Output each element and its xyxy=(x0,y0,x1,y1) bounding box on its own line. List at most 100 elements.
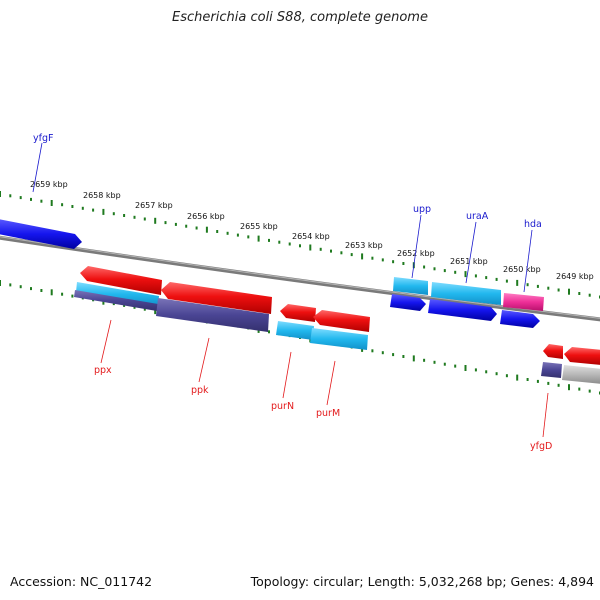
minor-tick xyxy=(433,267,436,271)
feature-ppx-misc[interactable] xyxy=(74,290,158,311)
minor-tick xyxy=(268,238,270,242)
minor-tick xyxy=(143,217,146,221)
gene-label-purN[interactable]: purN xyxy=(271,401,294,412)
major-tick xyxy=(464,271,467,278)
forward-strand-features xyxy=(0,219,544,328)
minor-tick xyxy=(474,368,477,372)
feature-purM-cds[interactable] xyxy=(310,328,368,350)
major-tick xyxy=(464,365,467,371)
major-tick xyxy=(205,226,208,233)
feature-ppk-misc[interactable] xyxy=(156,298,269,332)
major-tick xyxy=(0,191,1,197)
feature-ppk-gene[interactable] xyxy=(161,282,272,314)
gene-label-ppk[interactable]: ppk xyxy=(191,385,209,396)
minor-tick xyxy=(226,231,229,235)
minor-tick xyxy=(381,258,384,262)
minor-tick xyxy=(30,197,32,201)
minor-tick xyxy=(485,276,488,280)
minor-tick xyxy=(495,277,498,281)
major-tick xyxy=(309,244,312,251)
minor-tick xyxy=(123,214,126,217)
gene-label-upp[interactable]: upp xyxy=(413,204,431,215)
gene-feature-yfgF[interactable] xyxy=(0,219,82,249)
minor-tick xyxy=(288,242,291,246)
feature-hda-gene[interactable] xyxy=(500,310,540,328)
minor-tick xyxy=(371,349,374,353)
feature-uraA-cds[interactable] xyxy=(431,282,501,305)
feature-ppx-gene[interactable] xyxy=(80,266,162,295)
minor-tick xyxy=(30,287,32,291)
gene-label-purM[interactable]: purM xyxy=(316,408,340,419)
feature-yfgD-misc[interactable] xyxy=(541,362,562,378)
minor-tick xyxy=(474,274,477,278)
minor-tick xyxy=(236,233,239,237)
minor-tick xyxy=(278,240,281,244)
feature-grey-region[interactable] xyxy=(562,365,600,384)
minor-tick xyxy=(350,253,353,257)
minor-tick xyxy=(9,283,12,287)
major-tick xyxy=(50,200,53,206)
scale-label: 2650 kbp xyxy=(503,265,541,274)
feature-ppx-cds[interactable] xyxy=(76,282,159,306)
genome-backbone xyxy=(0,235,600,322)
major-tick xyxy=(0,280,1,286)
gene-label-yfgD[interactable]: yfgD xyxy=(530,441,552,452)
scale-ticks-upper xyxy=(0,191,600,299)
major-tick xyxy=(568,288,570,295)
gene-label-yfgF[interactable]: yfgF xyxy=(33,133,53,144)
minor-tick xyxy=(174,222,177,226)
major-tick xyxy=(412,355,415,362)
feature-uraA-gene[interactable] xyxy=(428,299,497,321)
feature-purM-gene[interactable] xyxy=(313,310,370,332)
minor-tick xyxy=(526,378,529,381)
feature-yfgD-gene[interactable] xyxy=(543,344,563,359)
gene-label-uraA[interactable]: uraA xyxy=(466,211,489,222)
minor-tick xyxy=(547,381,550,385)
minor-tick xyxy=(578,292,581,295)
minor-tick xyxy=(443,362,446,366)
feature-upp-cds[interactable] xyxy=(393,277,428,295)
minor-tick xyxy=(92,208,95,212)
minor-tick xyxy=(588,293,591,297)
feature-purN-cds[interactable] xyxy=(276,321,314,340)
minor-tick xyxy=(557,288,560,292)
major-tick xyxy=(154,308,157,315)
gene-label-ppx[interactable]: ppx xyxy=(94,365,112,376)
minor-tick xyxy=(340,251,343,255)
minor-tick xyxy=(423,265,426,269)
feature-purN-gene[interactable] xyxy=(280,304,316,322)
gene-label-hda[interactable]: hda xyxy=(524,219,542,230)
minor-tick xyxy=(195,226,198,230)
major-tick xyxy=(516,279,519,286)
minor-tick xyxy=(392,260,395,264)
minor-tick xyxy=(247,235,250,239)
minor-tick xyxy=(505,374,508,378)
minor-tick xyxy=(112,212,115,216)
map-title: Escherichia coli S88, complete genome xyxy=(172,10,428,25)
feature-upp-gene[interactable] xyxy=(390,294,426,311)
minor-tick xyxy=(133,215,136,219)
minor-tick xyxy=(536,379,539,383)
minor-tick xyxy=(268,330,270,334)
major-tick xyxy=(50,289,53,296)
minor-tick xyxy=(588,389,591,393)
scale-label: 2655 kbp xyxy=(240,222,278,231)
minor-tick xyxy=(443,269,446,273)
minor-tick xyxy=(71,205,74,208)
minor-tick xyxy=(216,230,219,233)
minor-tick xyxy=(143,307,146,311)
minor-tick xyxy=(371,256,374,260)
major-tick xyxy=(516,374,519,381)
minor-tick xyxy=(299,244,301,248)
feature-hda-cds[interactable] xyxy=(503,293,544,311)
minor-tick xyxy=(402,262,405,265)
scale-label: 2658 kbp xyxy=(83,191,121,200)
minor-tick xyxy=(61,203,64,207)
minor-tick xyxy=(19,196,22,200)
minor-tick xyxy=(61,292,64,296)
minor-tick xyxy=(505,279,508,283)
feature-yfgD-neighbor[interactable] xyxy=(564,347,600,365)
minor-tick xyxy=(19,285,22,289)
